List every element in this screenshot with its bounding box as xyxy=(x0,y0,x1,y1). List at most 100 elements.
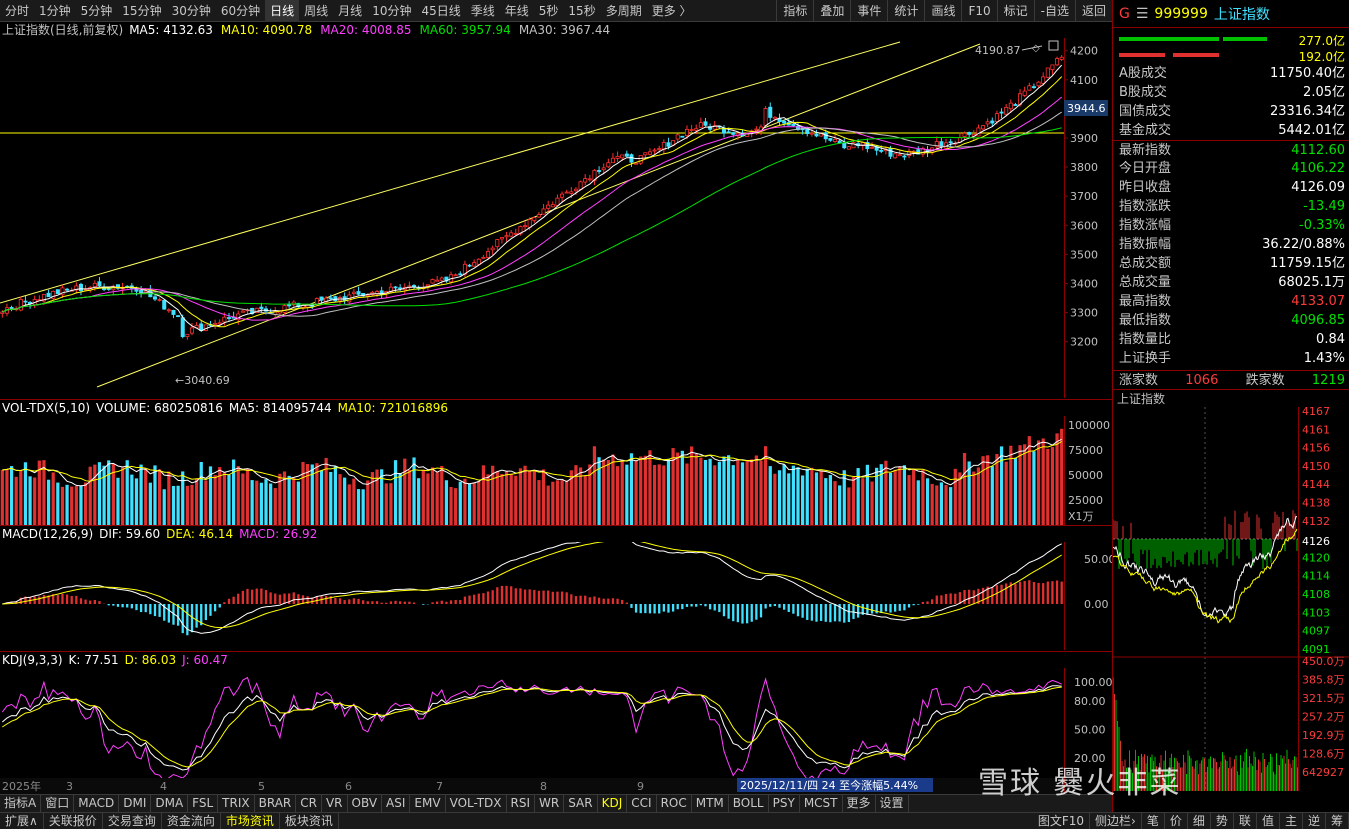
period-tab[interactable]: 分时 xyxy=(5,3,30,18)
indicator-tab[interactable]: KDJ xyxy=(598,795,628,812)
period-tab[interactable]: 15分钟 xyxy=(122,3,162,18)
tool-button[interactable]: 指标 xyxy=(776,0,813,22)
indicator-tab[interactable]: MTM xyxy=(692,795,729,812)
kline-chart[interactable]: 4200410040003900380037003600350034003300… xyxy=(0,38,1112,398)
indicator-tab[interactable]: FSL xyxy=(188,795,219,812)
indicator-tab[interactable]: MACD xyxy=(74,795,120,812)
period-tab[interactable]: 5秒 xyxy=(538,3,559,18)
mini-price-tick-green: 4091 xyxy=(1302,643,1330,656)
status-right-button[interactable]: 逆 xyxy=(1303,813,1326,829)
period-tab[interactable]: 年线 xyxy=(504,3,529,18)
indicator-tab[interactable]: WR xyxy=(535,795,565,812)
tool-button[interactable]: 返回 xyxy=(1074,0,1112,22)
status-tab[interactable]: 交易查询 xyxy=(103,813,162,829)
period-tab[interactable]: 10分钟 xyxy=(372,3,412,18)
indicator-tab[interactable]: VOL-TDX xyxy=(446,795,507,812)
candle-body xyxy=(222,316,227,323)
indicator-tab[interactable]: OBV xyxy=(348,795,383,812)
tool-button[interactable]: -自选 xyxy=(1033,0,1075,22)
period-tab[interactable]: 日线 xyxy=(265,0,300,22)
status-tab[interactable]: 扩展∧ xyxy=(0,813,44,829)
period-tab[interactable]: 45日线 xyxy=(421,3,461,18)
period-tab[interactable]: 季线 xyxy=(470,3,495,18)
kdj-chart[interactable]: 100.00 80.00 50.00 20.00 2025年 3 4 5 6 7 8 9 2025/12… xyxy=(0,668,1112,794)
indicator-tab[interactable]: 指标A xyxy=(0,795,42,812)
tool-button[interactable]: 叠加 xyxy=(813,0,850,22)
indicator-tab[interactable]: VR xyxy=(322,795,348,812)
volume-bar xyxy=(500,474,504,525)
indicator-tab[interactable]: ASI xyxy=(382,795,411,812)
tool-button[interactable]: 统计 xyxy=(887,0,924,22)
volume-bar xyxy=(1018,445,1022,525)
status-tab[interactable]: 关联报价 xyxy=(44,813,103,829)
date-highlight: 2025/12/11/四 24 至今涨幅5.44% xyxy=(737,778,933,792)
period-tab[interactable]: 更多 〉 xyxy=(651,3,692,18)
candle-body xyxy=(472,262,477,267)
tool-button[interactable]: F10 xyxy=(961,0,996,22)
indicator-tab[interactable]: CCI xyxy=(627,795,657,812)
menu-icon[interactable]: ☰ xyxy=(1135,5,1149,22)
status-right-button[interactable]: 势 xyxy=(1211,813,1234,829)
status-tab[interactable]: 板块资讯 xyxy=(280,813,339,829)
volume-bar xyxy=(162,489,166,525)
period-tab[interactable]: 15秒 xyxy=(568,3,596,18)
volume-bar xyxy=(273,488,277,525)
intraday-mini-chart[interactable]: 4167 4161 4156 4150 4144 4138 4132 4126 4120 4114… xyxy=(1112,405,1349,791)
quote-stat-label: 总成交额 xyxy=(1119,256,1172,271)
status-tab[interactable]: 市场资讯 xyxy=(221,813,280,829)
candle-body xyxy=(199,323,204,331)
tool-button[interactable]: 画线 xyxy=(924,0,961,22)
macd-title: MACD(12,26,9) xyxy=(2,527,94,541)
price-tick-label: 4200 xyxy=(1070,45,1098,58)
status-right-button[interactable]: 图文F10 xyxy=(1033,813,1091,829)
status-right-button[interactable]: 笔 xyxy=(1142,813,1165,829)
volume-chart[interactable]: 100000 75000 50000 25000 X1万 xyxy=(0,416,1112,525)
indicator-tab[interactable]: BOLL xyxy=(729,795,769,812)
status-right-button[interactable]: 侧边栏› xyxy=(1090,813,1142,829)
status-right-button[interactable]: 筹 xyxy=(1326,813,1349,829)
volume-bar xyxy=(167,471,171,525)
period-tab[interactable]: 月线 xyxy=(338,3,363,18)
status-right-button[interactable]: 价 xyxy=(1165,813,1188,829)
volume-bar xyxy=(801,475,805,525)
period-tab[interactable]: 5分钟 xyxy=(80,3,113,18)
macd-tick-label: 0.00 xyxy=(1084,598,1109,611)
candle-body xyxy=(638,155,643,164)
candle-body xyxy=(504,235,509,238)
period-tab[interactable]: 60分钟 xyxy=(220,3,261,18)
indicator-tab[interactable]: DMA xyxy=(151,795,189,812)
macd-tick-label: 50.00 xyxy=(1084,553,1112,566)
candle-body xyxy=(55,289,60,295)
period-tab[interactable]: 30分钟 xyxy=(171,3,211,18)
indicator-tab[interactable]: PSY xyxy=(769,795,800,812)
period-tab[interactable]: 1分钟 xyxy=(39,3,71,18)
indicator-tab[interactable]: MCST xyxy=(800,795,843,812)
status-right-button[interactable]: 联 xyxy=(1234,813,1257,829)
indicator-tab[interactable]: CR xyxy=(296,795,322,812)
candle-body xyxy=(962,132,967,137)
indicator-tab[interactable]: BRAR xyxy=(255,795,297,812)
indicator-tab[interactable]: DMI xyxy=(119,795,152,812)
indicator-tab[interactable]: RSI xyxy=(507,795,536,812)
indicator-tab[interactable]: 设置 xyxy=(876,795,909,812)
tool-button[interactable]: 事件 xyxy=(850,0,887,22)
status-right-button[interactable]: 细 xyxy=(1188,813,1211,829)
volume-bar xyxy=(319,470,324,525)
indicator-tab[interactable]: EMV xyxy=(410,795,446,812)
indicator-tab[interactable]: TRIX xyxy=(218,795,255,812)
volume-bar xyxy=(33,477,37,525)
status-right-button[interactable]: 值 xyxy=(1257,813,1280,829)
volume-bar xyxy=(875,467,879,525)
status-right-button[interactable]: 主 xyxy=(1280,813,1303,829)
macd-chart[interactable]: 50.00 0.00 xyxy=(0,542,1112,650)
indicator-tab[interactable]: 更多 xyxy=(843,795,876,812)
period-tab[interactable]: 多周期 xyxy=(605,3,642,18)
volume-bar xyxy=(518,468,523,525)
status-tab[interactable]: 资金流向 xyxy=(162,813,221,829)
tool-button[interactable]: 标记 xyxy=(996,0,1034,22)
indicator-tab[interactable]: ROC xyxy=(657,795,692,812)
indicator-tab[interactable]: SAR xyxy=(564,795,598,812)
mini-price-tick-red: 4156 xyxy=(1302,442,1330,455)
indicator-tab[interactable]: 窗口 xyxy=(41,795,75,812)
period-tab[interactable]: 周线 xyxy=(304,3,329,18)
